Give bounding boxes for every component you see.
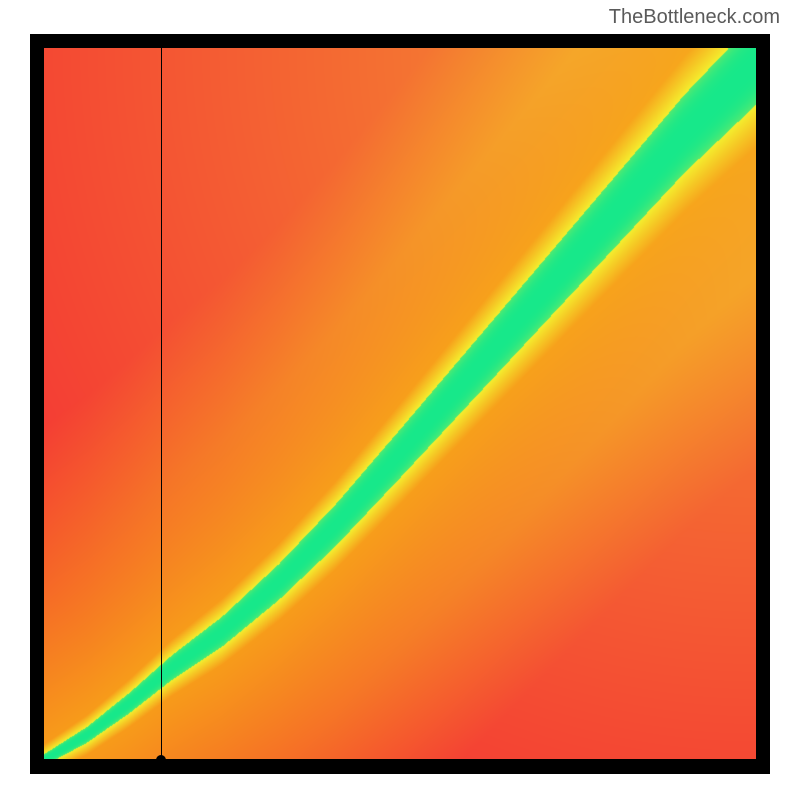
- crosshair-marker: [156, 755, 166, 765]
- crosshair-horizontal: [44, 759, 756, 760]
- heatmap-canvas: [44, 48, 756, 760]
- plot-frame: [30, 34, 770, 774]
- crosshair-vertical: [161, 48, 162, 760]
- plot-area: [44, 48, 756, 760]
- attribution-text: TheBottleneck.com: [609, 6, 780, 29]
